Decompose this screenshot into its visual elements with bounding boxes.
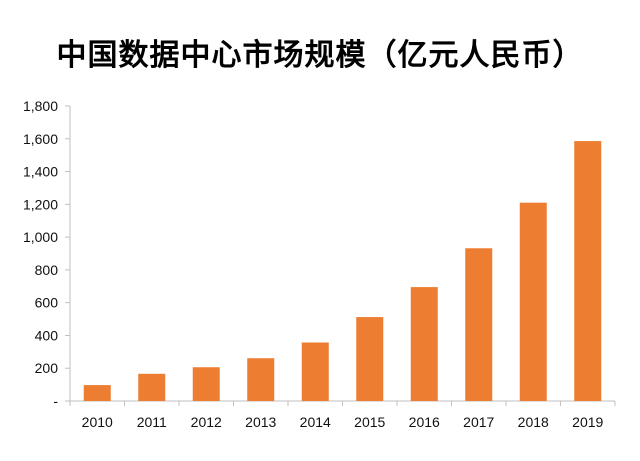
- bar-2014: [301, 342, 329, 401]
- bar-2017: [465, 248, 493, 401]
- bar-2015: [356, 317, 384, 401]
- bar-2018: [519, 202, 547, 401]
- y-tick-label: 400: [35, 327, 59, 343]
- y-axis: - 200 400 600 800 1,000 1,200 1,400 1,600 1,800: [23, 98, 71, 409]
- x-tick-label: 2016: [409, 414, 440, 430]
- bar-2019: [574, 141, 602, 402]
- y-tick-label: 1,000: [23, 229, 58, 245]
- x-tick-label: 2013: [245, 414, 276, 430]
- bars: [83, 141, 602, 402]
- x-tick-label: 2012: [191, 414, 222, 430]
- bar-2010: [83, 385, 111, 401]
- y-tick-label: 1,800: [23, 98, 58, 114]
- bar-2013: [247, 358, 275, 401]
- y-tick-label: 200: [35, 360, 59, 376]
- chart-title: 中国数据中心市场规模（亿元人民币）: [56, 38, 584, 73]
- x-tick-label: 2018: [518, 414, 549, 430]
- x-tick-label: 2017: [463, 414, 494, 430]
- bar-2011: [138, 373, 166, 401]
- y-tick-label: 600: [35, 295, 59, 311]
- x-tick-label: 2014: [300, 414, 331, 430]
- bar-2016: [410, 287, 438, 401]
- y-tick-label: 1,200: [23, 196, 58, 212]
- y-tick-label: 1,600: [23, 131, 58, 147]
- x-tick-label: 2010: [82, 414, 113, 430]
- y-tick-label: 800: [35, 262, 59, 278]
- y-tick-label: -: [53, 393, 58, 409]
- y-tick-label: 1,400: [23, 164, 58, 180]
- x-axis: 2010 2011 2012 2013 2014 2015 2016 2017 2018 2019: [69, 400, 616, 430]
- x-tick-label: 2019: [572, 414, 603, 430]
- bar-2012: [192, 367, 220, 401]
- x-tick-label: 2011: [137, 414, 167, 430]
- x-tick-label: 2015: [354, 414, 385, 430]
